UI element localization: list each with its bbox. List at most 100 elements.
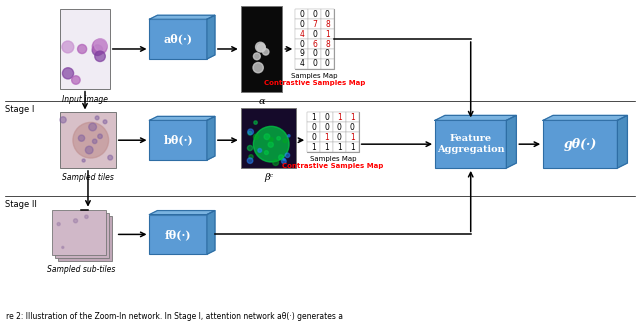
Text: fθ(·): fθ(·) [165, 229, 191, 240]
FancyBboxPatch shape [308, 49, 321, 59]
Circle shape [253, 126, 289, 162]
Circle shape [62, 237, 67, 242]
Polygon shape [435, 115, 516, 120]
Text: 0: 0 [300, 20, 304, 29]
FancyBboxPatch shape [308, 19, 321, 29]
FancyBboxPatch shape [55, 213, 109, 258]
FancyBboxPatch shape [320, 113, 333, 122]
FancyBboxPatch shape [307, 142, 320, 152]
Text: 0: 0 [324, 113, 329, 122]
Circle shape [268, 142, 273, 147]
Circle shape [264, 151, 268, 154]
Circle shape [95, 237, 100, 242]
Text: 0: 0 [325, 10, 330, 19]
FancyBboxPatch shape [295, 59, 308, 69]
FancyBboxPatch shape [295, 9, 334, 69]
FancyBboxPatch shape [321, 19, 334, 29]
Text: 1: 1 [350, 143, 355, 152]
Circle shape [94, 39, 107, 51]
Circle shape [254, 121, 257, 124]
Circle shape [78, 221, 81, 224]
Text: α: α [258, 96, 265, 106]
Polygon shape [150, 15, 215, 19]
Text: Sampled sub-tiles: Sampled sub-tiles [47, 265, 115, 274]
Polygon shape [150, 211, 215, 215]
FancyBboxPatch shape [333, 113, 346, 122]
Text: Samples Map: Samples Map [310, 156, 356, 162]
Circle shape [248, 145, 253, 151]
Circle shape [253, 134, 259, 139]
FancyBboxPatch shape [52, 210, 106, 255]
Circle shape [278, 155, 284, 160]
Text: 0: 0 [300, 10, 304, 19]
FancyBboxPatch shape [150, 19, 207, 59]
Circle shape [258, 149, 262, 152]
FancyBboxPatch shape [60, 113, 116, 168]
FancyBboxPatch shape [320, 132, 333, 142]
Circle shape [283, 158, 285, 160]
Text: 0: 0 [312, 59, 317, 68]
Text: 8: 8 [325, 40, 330, 49]
Circle shape [57, 222, 60, 226]
FancyBboxPatch shape [241, 6, 282, 92]
Circle shape [98, 231, 103, 236]
Text: 6: 6 [312, 40, 317, 49]
Polygon shape [207, 15, 215, 59]
Text: 8: 8 [325, 20, 330, 29]
Text: 9: 9 [300, 50, 304, 58]
Text: 4: 4 [300, 59, 304, 68]
Text: βᶜ: βᶜ [264, 173, 273, 182]
Circle shape [95, 51, 106, 62]
FancyBboxPatch shape [307, 113, 320, 122]
Text: 0: 0 [311, 133, 316, 142]
Circle shape [73, 122, 109, 158]
Text: Samples Map: Samples Map [291, 73, 338, 79]
Text: Stage I: Stage I [4, 105, 34, 113]
FancyBboxPatch shape [346, 113, 358, 122]
Text: Sampled tiles: Sampled tiles [62, 173, 114, 182]
Text: 4: 4 [300, 30, 304, 39]
Circle shape [89, 123, 97, 131]
FancyBboxPatch shape [295, 39, 308, 49]
FancyBboxPatch shape [320, 142, 333, 152]
Text: bθ(·): bθ(·) [163, 135, 193, 146]
Circle shape [287, 134, 290, 137]
Circle shape [285, 153, 290, 157]
Circle shape [264, 134, 270, 139]
Text: 0: 0 [324, 123, 329, 132]
FancyBboxPatch shape [346, 132, 358, 142]
Text: gθ(·): gθ(·) [564, 138, 597, 151]
Text: 0: 0 [312, 10, 317, 19]
Text: 1: 1 [311, 113, 316, 122]
FancyBboxPatch shape [295, 19, 308, 29]
FancyBboxPatch shape [333, 122, 346, 132]
Circle shape [273, 160, 278, 166]
FancyBboxPatch shape [60, 9, 110, 89]
Text: 1: 1 [324, 143, 329, 152]
FancyBboxPatch shape [321, 59, 334, 69]
Text: 1: 1 [325, 30, 330, 39]
FancyBboxPatch shape [346, 122, 358, 132]
Circle shape [108, 155, 113, 160]
Polygon shape [207, 116, 215, 160]
FancyBboxPatch shape [307, 132, 320, 142]
Text: 1: 1 [350, 133, 355, 142]
Circle shape [62, 41, 74, 53]
Circle shape [84, 215, 88, 218]
Circle shape [247, 158, 253, 163]
Text: 1: 1 [337, 113, 342, 122]
Text: 0: 0 [325, 59, 330, 68]
Circle shape [253, 63, 263, 73]
Circle shape [68, 215, 74, 220]
Text: 0: 0 [312, 30, 317, 39]
Circle shape [283, 139, 287, 143]
Circle shape [85, 146, 93, 154]
Circle shape [103, 120, 107, 124]
Circle shape [74, 219, 77, 223]
Polygon shape [543, 115, 627, 120]
FancyBboxPatch shape [150, 215, 207, 254]
FancyBboxPatch shape [295, 9, 308, 19]
Circle shape [98, 134, 102, 139]
Circle shape [282, 159, 286, 164]
Text: 0: 0 [312, 50, 317, 58]
